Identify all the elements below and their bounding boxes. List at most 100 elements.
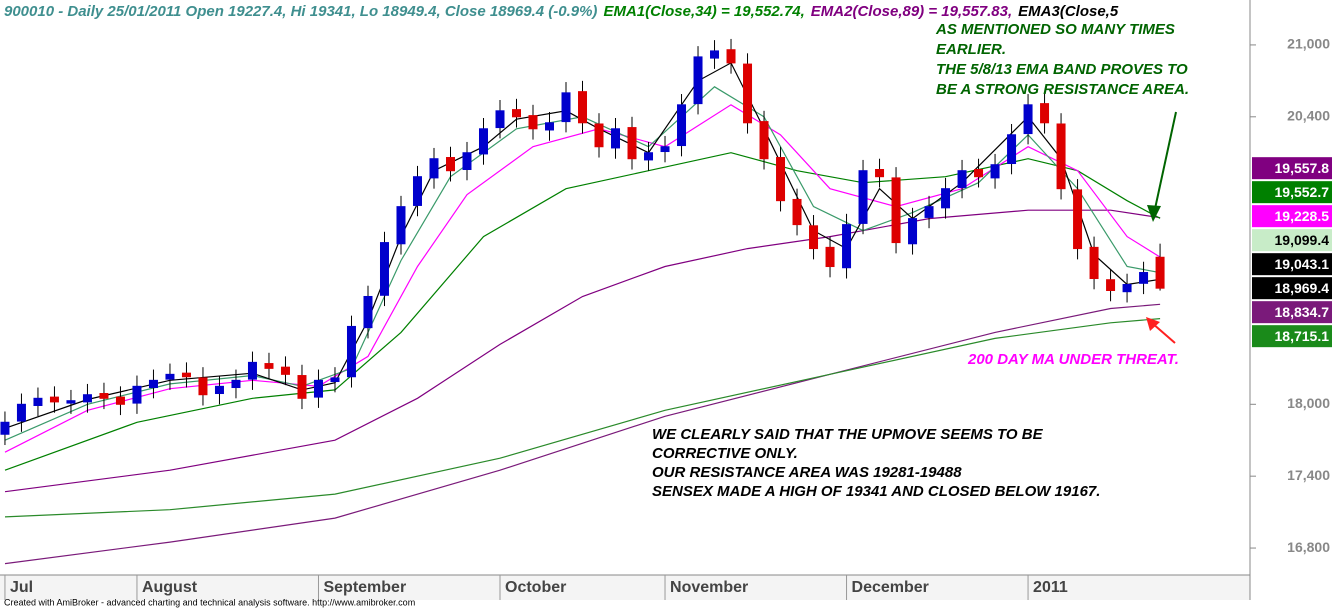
value-label: 19,099.4 <box>1275 232 1330 248</box>
candle-body <box>644 152 654 161</box>
value-label: 19,228.5 <box>1275 208 1330 224</box>
y-tick-label: 21,000 <box>1287 36 1330 52</box>
annotation-line: EARLIER. <box>936 41 1006 58</box>
y-tick-label: 18,000 <box>1287 395 1330 411</box>
candle-body <box>842 224 852 269</box>
candle-body <box>545 122 555 131</box>
candle-body <box>445 157 455 172</box>
x-tick-label: Jul <box>10 579 33 596</box>
value-label-box <box>1252 181 1332 204</box>
candle-body <box>297 375 307 399</box>
candle-body <box>264 363 274 369</box>
candle-body <box>809 225 819 250</box>
candle-body <box>346 325 356 378</box>
candle-body <box>478 128 488 155</box>
x-tick-label: December <box>852 579 929 596</box>
x-tick-label: September <box>323 579 406 596</box>
candle-body <box>990 164 1000 179</box>
candle-body <box>528 115 538 130</box>
candle-body <box>908 218 918 245</box>
candle-body <box>512 109 522 118</box>
candle-body <box>792 198 802 226</box>
candle-body <box>0 421 10 435</box>
title-part: EMA1(Close,34) = 19,552.74, <box>603 3 804 20</box>
candle-body <box>594 123 604 148</box>
annotation-line: WE CLEARLY SAID THAT THE UPMOVE SEEMS TO… <box>652 426 1044 443</box>
candle-body <box>743 63 753 124</box>
indicator-line <box>4 152 1161 471</box>
candle-body <box>1155 256 1165 289</box>
candle-body <box>875 169 885 178</box>
candle-body <box>924 206 934 218</box>
value-label: 19,557.8 <box>1275 160 1330 176</box>
candle-body <box>247 361 257 380</box>
candle-body <box>330 377 340 383</box>
arrow <box>1152 111 1177 219</box>
indicator-line <box>4 303 1161 565</box>
indicator-line <box>4 209 1161 493</box>
chart-title: 900010 - Daily 25/01/2011 Open 19227.4, … <box>4 3 1119 20</box>
candle-body <box>611 128 621 149</box>
candle-body <box>132 385 142 404</box>
value-label: 18,834.7 <box>1275 304 1330 320</box>
annotations: AS MENTIONED SO MANY TIMES EARLIER. THE 5/… <box>652 21 1189 500</box>
candle-body <box>82 394 92 403</box>
x-tick-label: November <box>670 579 748 596</box>
axes: 21,000 20,400 18,000 17,400 16,800 Jul August S… <box>4 36 1330 600</box>
candle-body <box>198 377 208 396</box>
candle-body <box>825 246 835 268</box>
x-tick-label: 2011 <box>1033 579 1068 596</box>
x-tick-label: August <box>142 579 198 596</box>
plot-area <box>0 0 1250 575</box>
annotation-line: 200 DAY MA UNDER THREAT. <box>967 351 1179 368</box>
candle-body <box>974 169 984 178</box>
candle-body <box>1023 104 1033 135</box>
candle-body <box>1106 279 1116 291</box>
title-part: EMA3(Close,5 <box>1018 3 1119 20</box>
y-tick-label: 16,800 <box>1287 539 1330 555</box>
candle-body <box>858 170 868 224</box>
candle-body <box>957 170 967 188</box>
annotation-line: CORRECTIVE ONLY. <box>652 445 798 462</box>
candle-body <box>495 110 505 129</box>
x-tick-label: October <box>505 579 566 596</box>
annotation-line: THE 5/8/13 EMA BAND PROVES TO <box>936 61 1188 78</box>
value-label-box <box>1252 301 1332 324</box>
annotation-line: SENSEX MADE A HIGH OF 19341 AND CLOSED B… <box>652 483 1100 500</box>
value-label-box <box>1252 229 1332 252</box>
candle-body <box>16 403 26 422</box>
candle-body <box>181 372 191 378</box>
title-part: 900010 - Daily 25/01/2011 Open 19227.4, … <box>4 3 597 20</box>
candle-body <box>33 397 43 406</box>
value-labels: 19,557.8 19,552.7 19,228.5 19,099.4 19,043.1… <box>1252 157 1332 348</box>
candle-body <box>660 146 670 153</box>
candle-body <box>693 56 703 105</box>
annotation-line: OUR RESISTANCE AREA WAS 19281-19488 <box>652 464 962 481</box>
arrow <box>1151 322 1176 344</box>
value-label-box <box>1252 205 1332 228</box>
candle-body <box>1040 103 1050 124</box>
candle-body <box>214 385 224 395</box>
candle-body <box>1073 189 1083 250</box>
indicator-line <box>4 318 1161 518</box>
x-axis-band <box>0 575 1250 600</box>
candle-body <box>561 92 571 123</box>
candle-body <box>726 49 736 64</box>
candle-body <box>363 295 373 329</box>
candle-body <box>578 91 588 124</box>
value-label-box <box>1252 277 1332 300</box>
candle-body <box>148 379 158 389</box>
candle-body <box>941 188 951 209</box>
candle-body <box>99 393 109 399</box>
candle-body <box>677 104 687 147</box>
value-label-box <box>1252 325 1332 348</box>
candle-body <box>710 50 720 59</box>
arrow-head <box>1147 205 1161 222</box>
candle-body <box>66 400 76 404</box>
annotation-line: BE A STRONG RESISTANCE AREA. <box>936 81 1189 98</box>
candle-body <box>49 396 59 403</box>
candle-body <box>462 152 472 171</box>
arrow-head <box>1146 317 1160 331</box>
